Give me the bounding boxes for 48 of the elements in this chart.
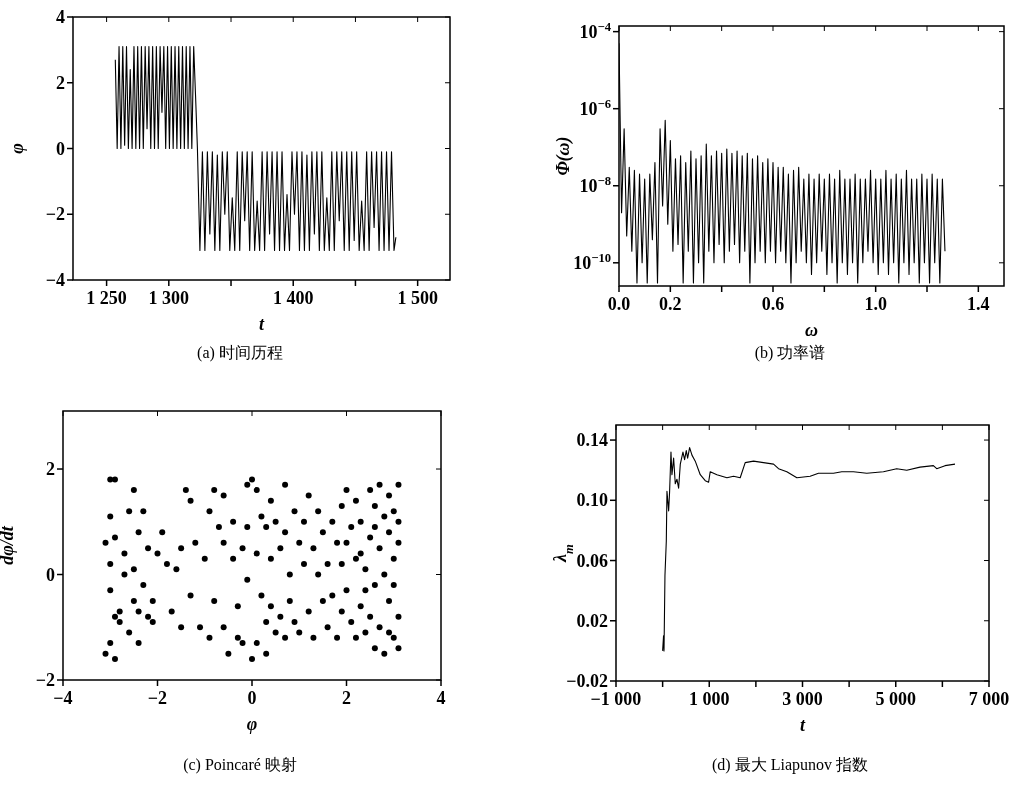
x-axis-title: t: [799, 715, 806, 735]
x-tick-label: 0.6: [761, 294, 785, 314]
y-tick-label: 0.10: [576, 490, 608, 511]
x-tick-label: −2: [147, 688, 168, 708]
x-tick-label: 7 000: [968, 689, 1010, 709]
y-tick-label: 10$^{−10}$: [573, 250, 611, 273]
x-tick-label: 1.0: [864, 294, 887, 314]
y-axis-title: dφ/dt: [0, 525, 17, 565]
text: (c) Poincaré 映射: [183, 756, 297, 774]
x-tick-label: 0.0: [607, 294, 631, 314]
x-tick-label: 1.4: [967, 294, 990, 314]
x-tick-label: 1 400: [272, 288, 314, 308]
y-tick-label: 10$^{−6}$: [579, 96, 611, 119]
y-tick-label: 0.14: [576, 430, 608, 451]
x-axis-title: t: [258, 314, 265, 334]
y-tick-label: 0: [56, 138, 65, 159]
x-tick-label: 5 000: [875, 689, 916, 709]
y-tick-label: −4: [45, 270, 65, 290]
x-tick-label: 0: [247, 688, 257, 708]
text: (d) 最大 Liapunov 指数: [712, 756, 868, 774]
y-tick-label: 0.06: [576, 550, 608, 571]
x-tick-label: 1 250: [86, 288, 127, 308]
y-tick-label: 4: [56, 7, 65, 27]
y-tick-label: 2: [56, 72, 65, 93]
y-axis-title: φ: [7, 143, 27, 154]
x-tick-label: 3 000: [782, 689, 823, 709]
y-axis-title: Φ(ω): [553, 136, 574, 176]
y-tick-label: −2: [45, 204, 65, 225]
x-tick-label: 0.2: [659, 294, 682, 314]
y-tick-label: 0.02: [576, 610, 608, 631]
x-axis-title: φ: [246, 714, 258, 734]
y-tick-label: 10$^{−8}$: [579, 173, 611, 196]
y-tick-label: −2: [35, 670, 55, 690]
x-tick-label: 1 300: [148, 288, 190, 308]
y-tick-label: 10$^{−4}$: [579, 19, 612, 42]
y-tick-label: 2: [46, 459, 55, 480]
y-tick-label: 0: [46, 564, 55, 585]
x-tick-label: 1 000: [689, 689, 730, 709]
x-axis-title: ω: [804, 320, 819, 340]
x-tick-label: 2: [342, 688, 351, 708]
x-tick-label: 4: [436, 688, 446, 708]
text: (b) 功率谱: [754, 344, 826, 362]
x-tick-label: 1 500: [397, 288, 438, 308]
line-series: [114, 46, 397, 251]
line-series: [662, 447, 956, 652]
y-tick-label: −0.02: [566, 671, 608, 691]
text: (a) 时间历程: [197, 344, 283, 362]
x-tick-label: −1 000: [590, 689, 642, 709]
